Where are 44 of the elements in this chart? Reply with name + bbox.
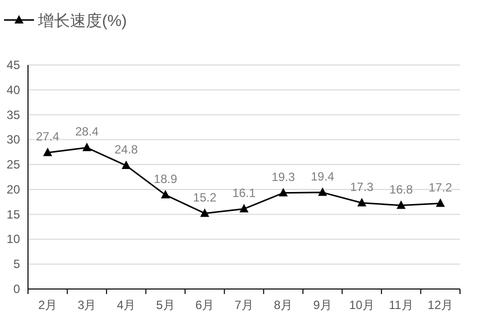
y-tick-label: 40 — [6, 82, 20, 97]
x-tick-label: 9月 — [313, 298, 332, 312]
point — [396, 200, 406, 209]
y-tick-label: 45 — [6, 58, 20, 72]
y-tick-label: 10 — [6, 232, 20, 246]
point — [160, 190, 170, 198]
y-tick-label: 25 — [6, 158, 20, 172]
data-label: 19.4 — [310, 169, 335, 184]
y-tick-label: 20 — [6, 182, 20, 196]
point — [43, 148, 52, 156]
point — [240, 204, 248, 212]
point — [122, 160, 131, 170]
y-tick-label: 15 — [6, 207, 20, 222]
x-tick-label: 6月 — [195, 298, 214, 312]
point — [200, 208, 210, 217]
legend-label: 增长速度(%) — [37, 12, 127, 30]
x-tick-label: 4月 — [116, 298, 136, 312]
data-label: 24.8 — [114, 142, 138, 157]
data-label: 16.1 — [232, 186, 256, 200]
y-tick-label: 0 — [13, 282, 20, 296]
data-label: 19.3 — [272, 170, 296, 184]
point — [278, 188, 288, 196]
x-tick-label: 11月 — [388, 298, 414, 312]
x-tick-label: 10月 — [349, 298, 374, 312]
data-label: 18.9 — [154, 172, 178, 186]
data-label: 17.3 — [350, 180, 374, 194]
x-tick-label: 2月 — [38, 298, 57, 312]
x-tick-label: 7月 — [234, 298, 254, 312]
data-label: 27.4 — [36, 130, 60, 144]
y-tick-label: 35 — [6, 108, 20, 122]
data-label: 15.2 — [193, 190, 217, 204]
data-label: 16.8 — [389, 182, 414, 196]
point — [436, 198, 445, 207]
point — [357, 198, 366, 206]
data-label: 17.2 — [428, 180, 452, 194]
point — [82, 142, 92, 152]
x-tick-label: 12月 — [428, 298, 454, 312]
point — [318, 187, 328, 196]
x-tick-label: 8月 — [274, 298, 293, 312]
x-tick-label: 3月 — [78, 298, 96, 312]
y-tick-label: 5 — [13, 257, 20, 272]
y-tick-label: 30 — [6, 132, 20, 147]
data-label: 28.4 — [75, 124, 99, 139]
x-tick-label: 5月 — [156, 298, 175, 312]
